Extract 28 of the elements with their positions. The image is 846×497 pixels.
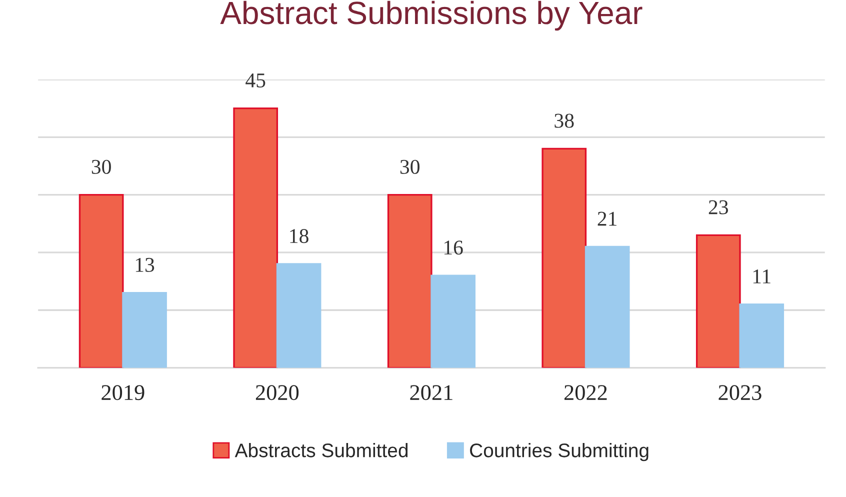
- data-label: 21: [598, 212, 616, 226]
- bar: [584, 246, 630, 368]
- x-tick-label: 2021: [410, 385, 452, 400]
- bar: [78, 194, 124, 368]
- legend-label: Abstracts Submitted: [234, 443, 408, 458]
- data-label: 30: [92, 160, 111, 174]
- bar: [387, 194, 432, 368]
- x-tick-label: 2020: [256, 385, 299, 400]
- x-tick-label: 2023: [718, 385, 762, 400]
- data-label: 13: [136, 258, 154, 272]
- bar: [739, 304, 784, 368]
- data-label: 11: [753, 270, 770, 284]
- data-label: 16: [444, 240, 463, 255]
- bar: [430, 274, 476, 368]
- x-tick-label: 2022: [564, 385, 607, 400]
- x-tick-label: 2019: [102, 385, 144, 400]
- data-label: 18: [290, 229, 308, 244]
- bar: [542, 148, 587, 368]
- data-label: 30: [400, 160, 420, 174]
- bar: [276, 263, 322, 368]
- bar: [696, 234, 741, 368]
- data-label: 38: [554, 114, 574, 128]
- bar: [122, 292, 167, 368]
- data-label: 45: [246, 74, 266, 88]
- bar: [233, 108, 278, 368]
- chart-title: Abstract Submissions by Year: [220, 0, 642, 31]
- data-label: 23: [708, 200, 728, 214]
- legend-label: Countries Submitting: [470, 443, 648, 462]
